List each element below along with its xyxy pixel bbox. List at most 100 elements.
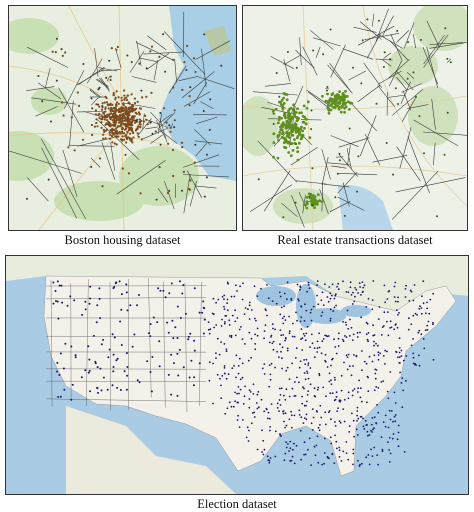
data-point: [136, 100, 139, 103]
data-point: [304, 122, 308, 125]
data-point: [352, 463, 354, 466]
data-point: [288, 115, 292, 118]
data-point: [355, 428, 358, 431]
data-point: [281, 121, 285, 125]
data-point: [114, 98, 117, 101]
data-point: [268, 364, 271, 366]
data-point: [154, 130, 157, 133]
data-point: [149, 371, 152, 373]
data-point: [272, 112, 275, 115]
data-point: [343, 110, 346, 114]
data-point: [335, 396, 338, 398]
data-point: [55, 79, 58, 82]
data-point: [112, 123, 115, 127]
data-point: [309, 346, 311, 348]
data-point: [237, 372, 240, 375]
data-point: [316, 410, 318, 413]
data-point: [270, 362, 273, 365]
data-point: [105, 122, 108, 125]
data-point: [317, 426, 320, 429]
site-points: [257, 18, 452, 219]
data-point: [327, 335, 330, 337]
data-point: [122, 132, 126, 135]
data-point: [111, 384, 114, 387]
data-point: [271, 109, 275, 113]
data-point: [106, 116, 109, 119]
data-point: [333, 306, 336, 309]
data-point: [368, 355, 371, 358]
data-point: [144, 114, 147, 117]
data-point: [360, 82, 363, 85]
data-point: [318, 332, 320, 335]
data-point: [339, 399, 342, 402]
data-point: [306, 370, 308, 373]
road: [38, 120, 128, 230]
data-point: [121, 135, 124, 138]
data-point: [291, 108, 295, 111]
data-point: [397, 314, 399, 316]
data-point: [351, 303, 354, 305]
data-point: [292, 112, 295, 115]
data-point: [56, 300, 59, 303]
data-point: [135, 119, 138, 122]
data-point: [390, 410, 393, 412]
data-point: [299, 320, 302, 323]
data-point: [324, 353, 327, 356]
data-point: [347, 458, 350, 461]
data-point: [314, 199, 317, 202]
data-point: [367, 297, 370, 300]
data-point: [84, 308, 87, 311]
data-point: [95, 103, 98, 106]
data-point: [148, 332, 150, 335]
data-point: [202, 300, 205, 303]
data-point: [329, 103, 333, 107]
data-point: [299, 288, 301, 291]
data-point: [326, 106, 330, 110]
data-point: [324, 411, 327, 414]
data-point: [113, 128, 116, 132]
data-point: [74, 354, 77, 357]
data-point: [120, 344, 123, 346]
data-point: [47, 178, 50, 181]
data-point: [132, 136, 135, 139]
data-point: [311, 342, 314, 345]
data-point: [313, 387, 316, 390]
data-point: [253, 411, 256, 414]
data-point: [235, 376, 237, 379]
data-point: [202, 332, 205, 335]
data-point: [141, 96, 144, 99]
data-point: [306, 372, 309, 374]
data-point: [133, 97, 136, 100]
data-point: [320, 416, 323, 419]
data-point: [110, 108, 113, 111]
data-point: [281, 105, 285, 109]
data-point: [282, 334, 285, 336]
data-point: [374, 377, 377, 380]
data-point: [397, 300, 399, 303]
data-point: [311, 429, 314, 431]
data-point: [269, 378, 272, 381]
data-point: [113, 142, 116, 145]
data-point: [119, 118, 122, 121]
data-point: [198, 311, 201, 314]
data-point: [26, 197, 28, 200]
data-point: [188, 187, 191, 191]
data-point: [279, 100, 282, 104]
data-point: [300, 328, 303, 330]
data-point: [128, 102, 131, 105]
data-point: [423, 347, 426, 350]
county-edge: [86, 279, 89, 407]
data-point: [223, 308, 226, 310]
data-point: [228, 335, 231, 337]
data-point: [228, 401, 231, 404]
data-point: [338, 102, 342, 105]
data-point: [107, 356, 110, 359]
data-point: [129, 304, 132, 307]
data-point: [297, 141, 301, 145]
data-point: [131, 345, 134, 348]
data-point: [326, 104, 330, 108]
data-point: [324, 359, 326, 362]
data-point: [213, 326, 216, 329]
data-point: [294, 201, 297, 204]
data-point: [345, 291, 348, 293]
